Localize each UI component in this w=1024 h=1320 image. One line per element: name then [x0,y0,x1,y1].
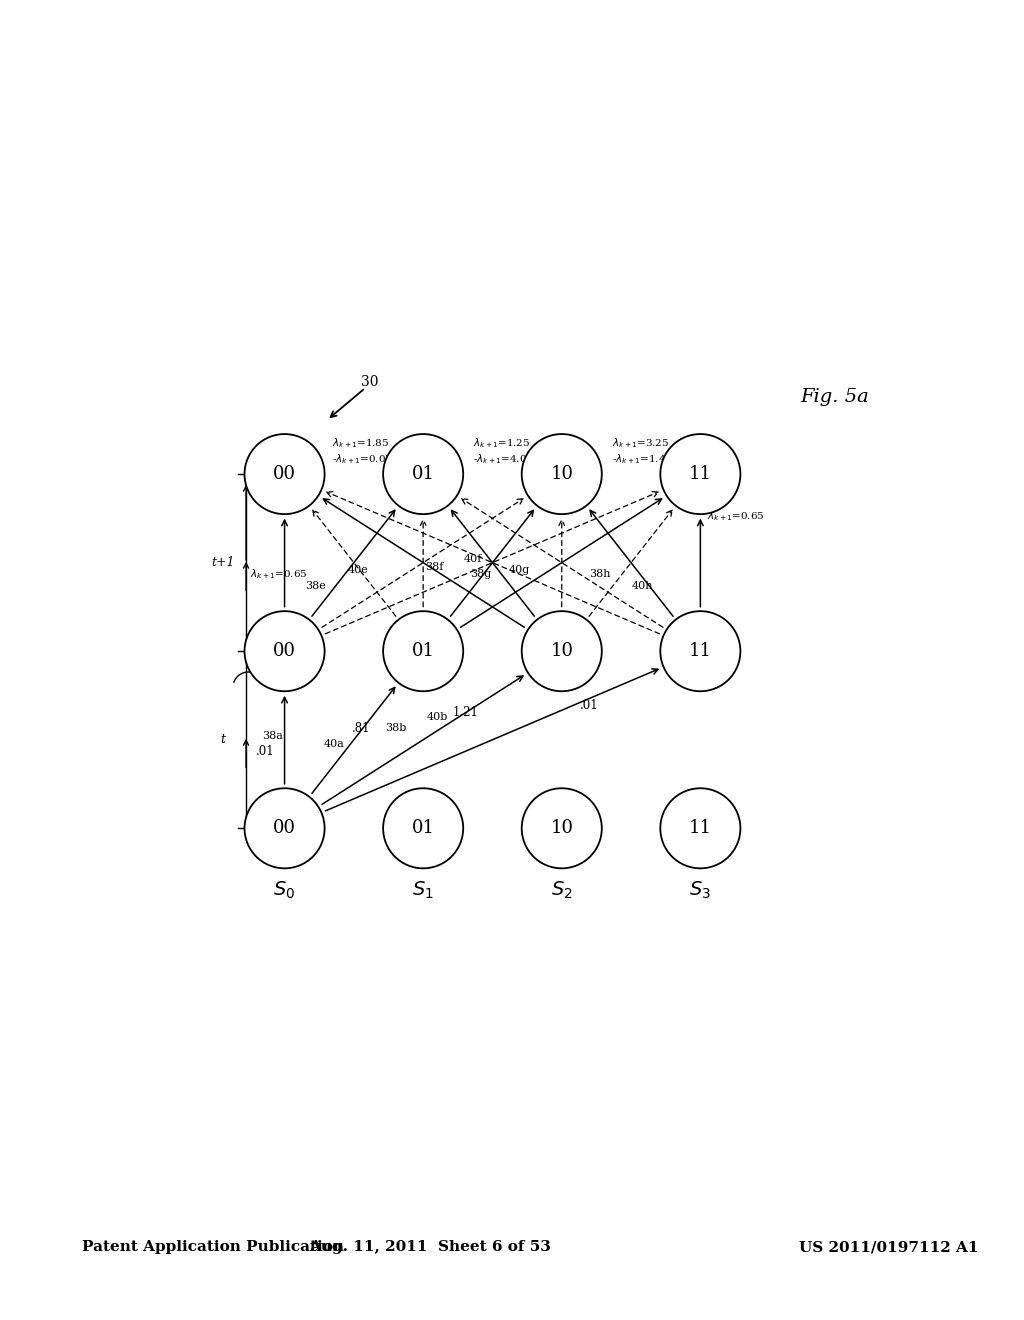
Circle shape [660,611,740,692]
Text: 40h: 40h [632,581,653,591]
Text: 30: 30 [360,375,378,388]
Text: -$\lambda_{k+1}$=4.05: -$\lambda_{k+1}$=4.05 [473,451,534,466]
Text: 38b: 38b [385,723,407,733]
Circle shape [245,788,325,869]
Text: 34e: 34e [255,660,276,671]
Text: 11: 11 [689,643,712,660]
Text: $\lambda_{k+1}$=0.65: $\lambda_{k+1}$=0.65 [707,510,764,523]
Text: 10: 10 [550,820,573,837]
Circle shape [660,434,740,515]
Text: k+1: k+1 [260,469,286,482]
Text: 11: 11 [689,465,712,483]
Text: $S_3$: $S_3$ [689,879,712,900]
Text: 34a: 34a [260,837,281,847]
Text: $S_0$: $S_0$ [273,879,296,900]
Text: $\lambda_{k+1}$=3.25: $\lambda_{k+1}$=3.25 [611,437,670,450]
Circle shape [383,434,463,515]
Text: 01: 01 [412,643,434,660]
Text: 38a: 38a [262,731,284,741]
Text: Patent Application Publication: Patent Application Publication [82,1241,344,1254]
Text: 00: 00 [273,643,296,660]
Circle shape [521,788,602,869]
Circle shape [660,788,740,869]
Text: $\lambda_{k+1}$=0.65: $\lambda_{k+1}$=0.65 [250,568,307,581]
Circle shape [245,611,325,692]
Text: k: k [260,647,267,659]
Text: -$\lambda_{k+1}$=0.05: -$\lambda_{k+1}$=0.05 [333,451,393,466]
Text: Fig. 5a: Fig. 5a [801,388,869,407]
Text: .01: .01 [256,744,274,758]
Text: 40b: 40b [426,711,447,722]
Text: 34i: 34i [301,484,319,495]
Text: 1.21: 1.21 [453,706,478,719]
Text: US 2011/0197112 A1: US 2011/0197112 A1 [799,1241,978,1254]
Text: $S_1$: $S_1$ [413,879,434,900]
Text: 40f: 40f [464,554,482,564]
Text: 01: 01 [412,820,434,837]
Text: 10: 10 [550,465,573,483]
Text: -$\lambda_{k+1}$=1.45: -$\lambda_{k+1}$=1.45 [611,451,673,466]
Circle shape [521,434,602,515]
Text: 38f: 38f [426,561,443,572]
Text: $\lambda_{k+1}$=1.25: $\lambda_{k+1}$=1.25 [473,437,530,450]
Text: 40g: 40g [509,565,530,576]
Text: 01: 01 [412,465,434,483]
Text: t: t [220,733,225,746]
Text: $\lambda_{k+1}$=1.85: $\lambda_{k+1}$=1.85 [333,437,389,450]
Text: 40a: 40a [325,739,345,748]
Text: .81: .81 [352,722,371,735]
Text: 38g: 38g [470,569,492,579]
Text: 00: 00 [273,465,296,483]
Text: .01: .01 [580,698,598,711]
Text: $S_2$: $S_2$ [551,879,572,900]
Text: 40e: 40e [347,565,368,576]
Text: 38e: 38e [305,581,326,591]
Circle shape [521,611,602,692]
Circle shape [383,788,463,869]
Text: 11: 11 [689,820,712,837]
Text: 00: 00 [273,820,296,837]
Text: Aug. 11, 2011  Sheet 6 of 53: Aug. 11, 2011 Sheet 6 of 53 [309,1241,551,1254]
Text: k-1: k-1 [260,824,280,837]
Text: 10: 10 [550,643,573,660]
Text: 38h: 38h [590,569,611,579]
Text: t+1: t+1 [211,556,234,569]
Circle shape [383,611,463,692]
Circle shape [245,434,325,515]
